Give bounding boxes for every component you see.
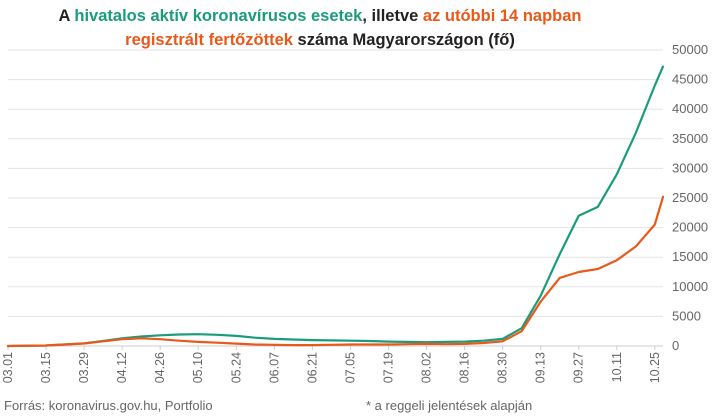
x-tick-label: 04.12 xyxy=(115,352,129,383)
chart-title: A hivatalos aktív koronavírusos esetek, … xyxy=(40,4,600,52)
grid-lines xyxy=(8,49,663,347)
y-tick-label: 0 xyxy=(672,338,679,353)
y-tick-label: 50000 xyxy=(672,42,708,57)
x-tick-label: 09.27 xyxy=(572,352,586,383)
x-tick-label: 04.26 xyxy=(153,352,167,383)
y-tick-label: 35000 xyxy=(672,131,708,146)
x-tick-label: 10.25 xyxy=(648,352,662,383)
x-tick-label: 06.07 xyxy=(267,352,281,383)
title-part-3: az utóbbi 14 napban regisztrált fertőzöt… xyxy=(125,7,587,49)
x-tick-label: 07.19 xyxy=(381,352,395,383)
x-tick-label: 05.10 xyxy=(191,352,205,383)
y-tick-label: 5000 xyxy=(672,308,701,323)
y-tick-label: 30000 xyxy=(672,160,708,175)
title-part-2: , illetve xyxy=(362,7,423,25)
y-tick-label: 40000 xyxy=(672,101,708,116)
footnote: * a reggeli jelentések alapján xyxy=(366,398,533,413)
y-tick-label: 25000 xyxy=(672,190,708,205)
x-tick-label: 05.24 xyxy=(229,352,243,383)
x-tick-label: 08.30 xyxy=(496,352,510,383)
series-line-recent xyxy=(6,195,665,348)
x-tick-label: 03.15 xyxy=(39,352,53,383)
x-tick-label: 10.11 xyxy=(610,352,624,382)
title-part-4: száma Magyarországon (fő) xyxy=(292,31,515,49)
x-tick-label: 03.29 xyxy=(77,352,91,383)
y-tick-label: 45000 xyxy=(672,72,708,87)
plot-series xyxy=(6,65,665,348)
x-axis: 03.01 03.15 03.29 04.12 04.26 05.10 05.24 06.07… xyxy=(1,346,662,383)
y-tick-label: 10000 xyxy=(672,279,708,294)
series-line-active xyxy=(6,65,665,348)
x-tick-label: 08.16 xyxy=(458,352,472,383)
source-note: Forrás: koronavirus.gov.hu, Portfolio xyxy=(4,398,213,413)
y-tick-label: 20000 xyxy=(672,220,708,235)
x-tick-label: 08.02 xyxy=(420,352,434,383)
x-tick-label: 07.05 xyxy=(343,352,357,383)
x-tick-label: 09.13 xyxy=(534,352,548,383)
x-tick-label: 06.21 xyxy=(305,352,319,383)
title-part-0: A xyxy=(58,7,75,25)
y-axis: 0 5000 10000 15000 20000 25000 30000 35000 40000… xyxy=(672,42,708,353)
title-part-1: hivatalos aktív koronavírusos esetek xyxy=(74,7,363,25)
y-tick-label: 15000 xyxy=(672,249,708,264)
x-tick-label: 03.01 xyxy=(1,352,15,383)
